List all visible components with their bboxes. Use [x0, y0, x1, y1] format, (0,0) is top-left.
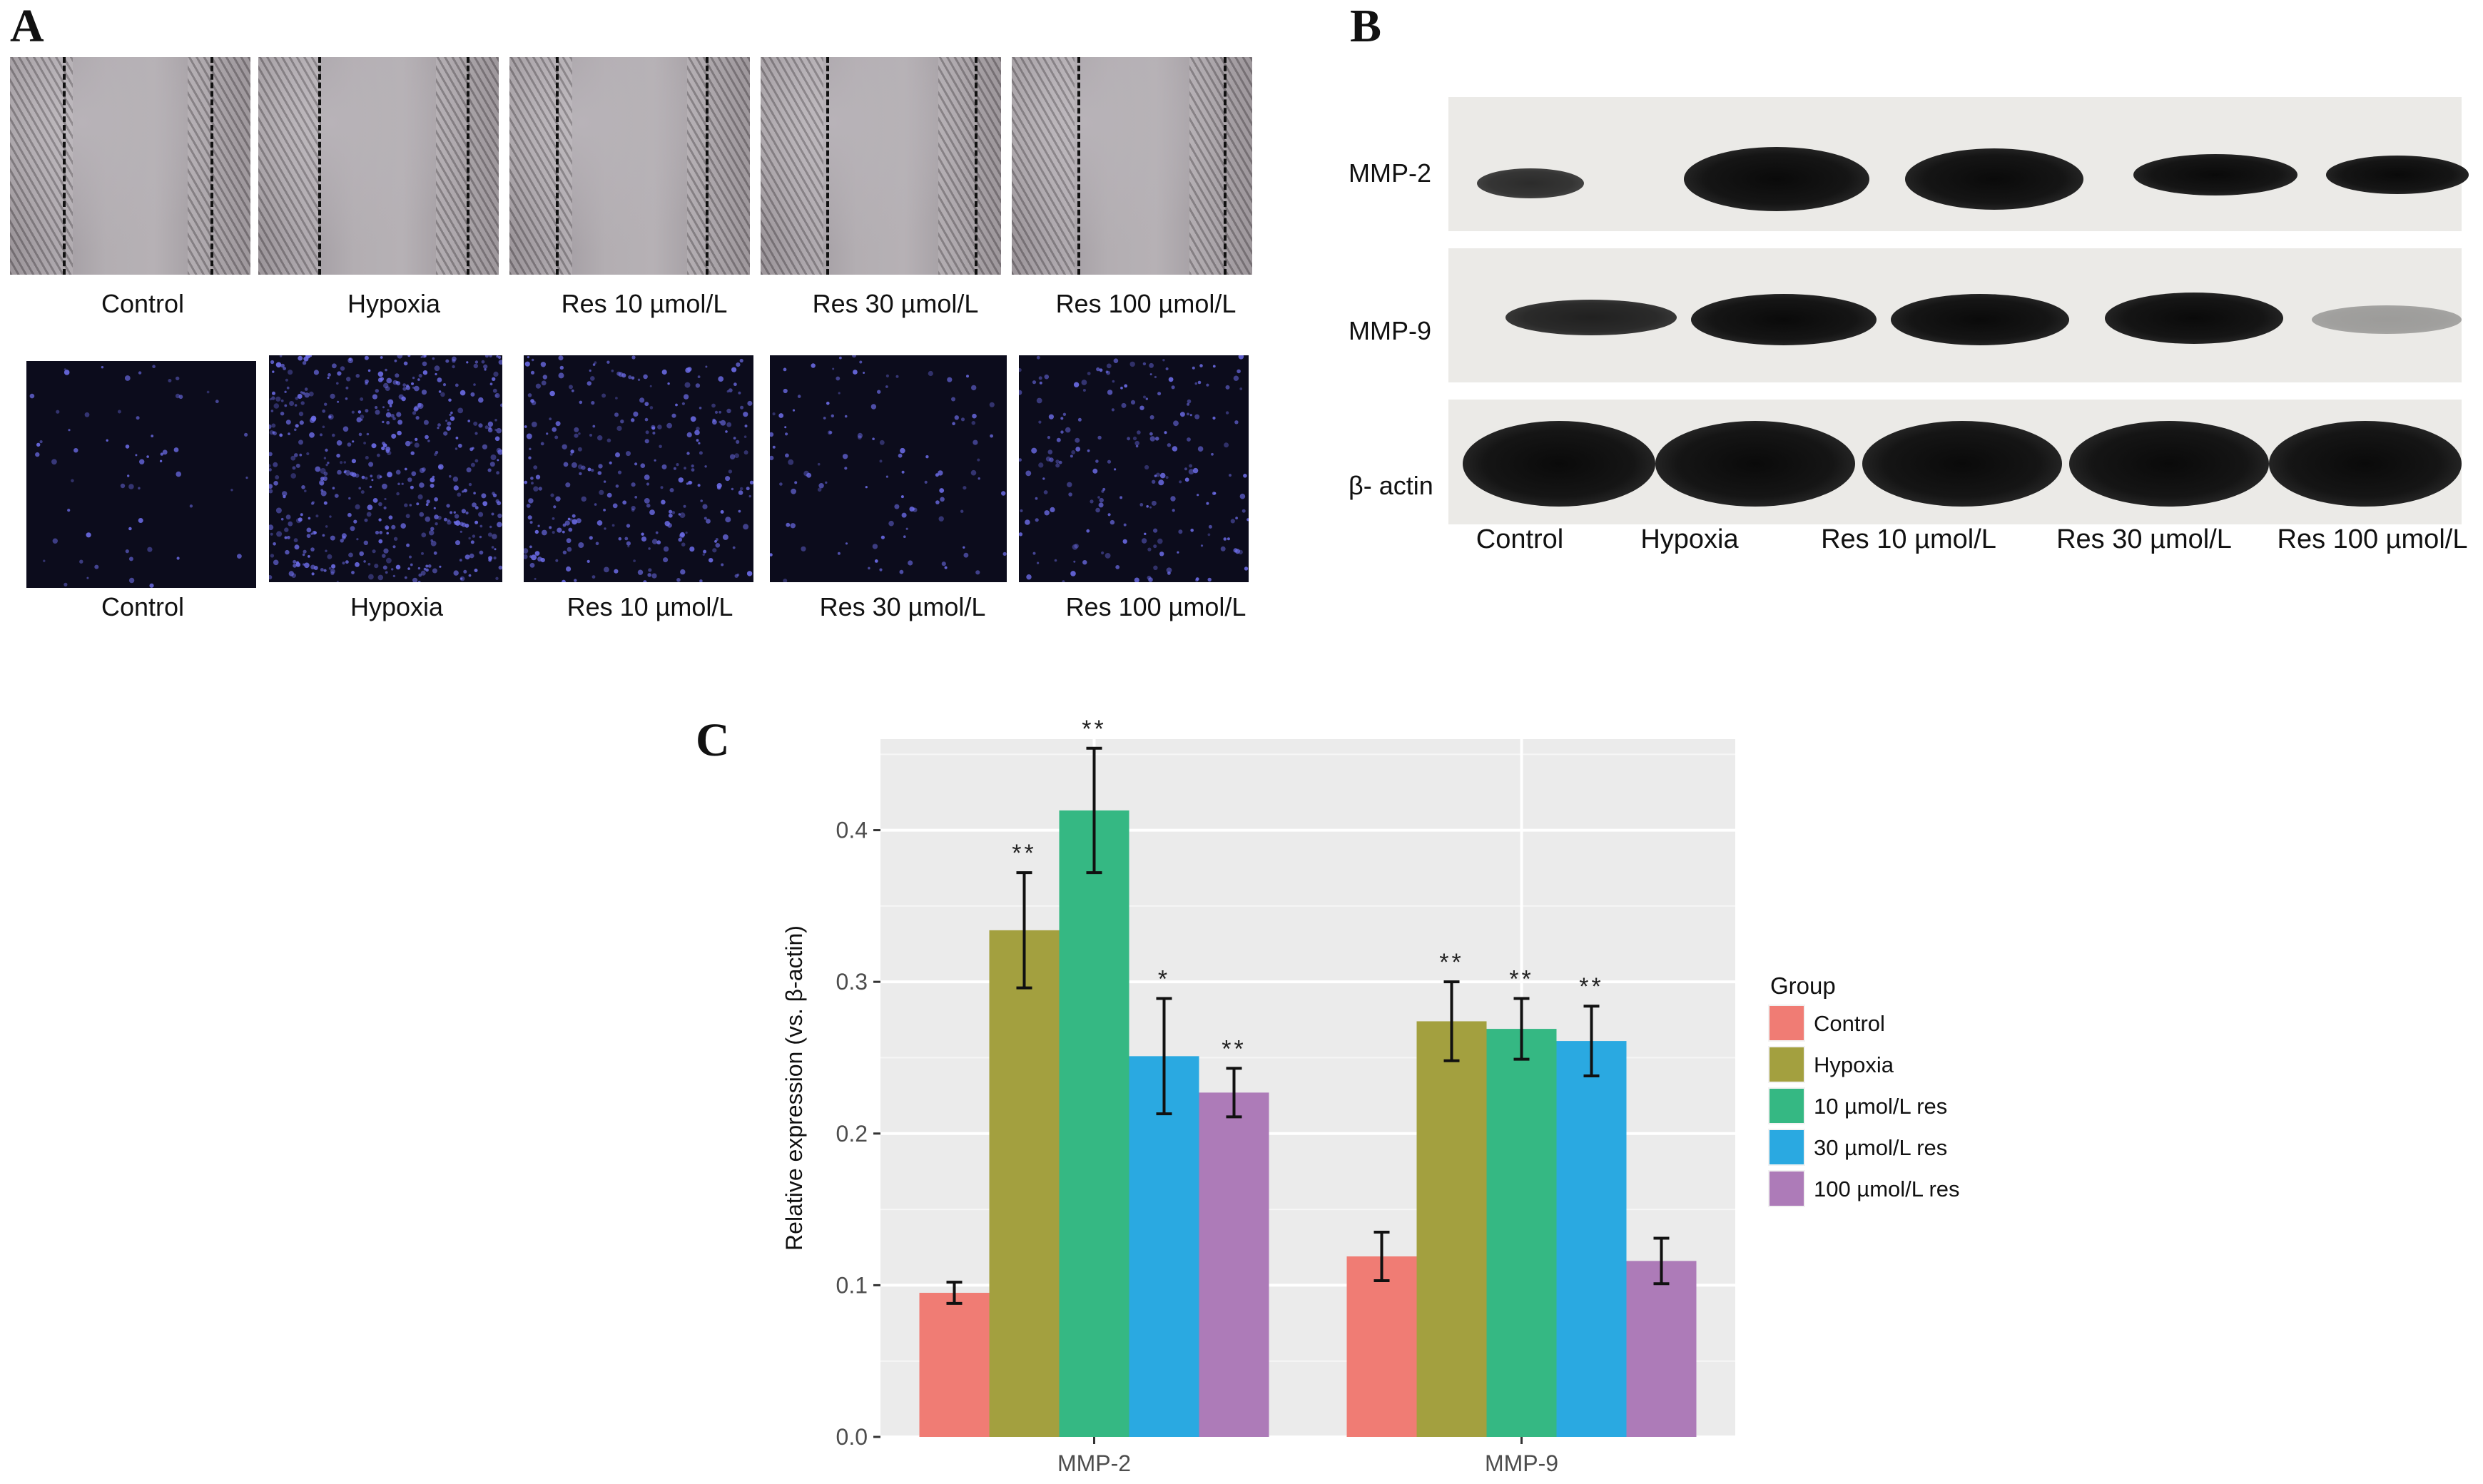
- y-tick-label: 0.4: [836, 818, 868, 843]
- y-tick-label: 0.0: [836, 1424, 868, 1450]
- blot-lane-label-res10: Res 10 µmol/L: [1821, 524, 1996, 554]
- legend-label: Control: [1814, 1011, 1885, 1036]
- fluorescence-image-res100: [1019, 355, 1249, 582]
- blot-strip-mmp2: [1448, 97, 2469, 231]
- fluorescence-image-res30: [770, 355, 1007, 582]
- bar: [1486, 1029, 1557, 1437]
- blot-lane-label-control: Control: [1476, 524, 1564, 554]
- blot-row-label-beta-actin: β- actin: [1349, 471, 1433, 500]
- band-mmp2-control: [1477, 168, 1584, 198]
- bar: [1199, 1092, 1269, 1437]
- panel-c-letter: C: [696, 714, 730, 766]
- significance-label: **: [1579, 973, 1603, 1000]
- y-tick-label: 0.3: [836, 969, 868, 995]
- scratch-label-res10: Res 10 µmol/L: [561, 289, 728, 318]
- legend-label: Hypoxia: [1814, 1052, 1894, 1077]
- legend-swatch: [1769, 1172, 1804, 1206]
- fluorescence-image-control: [26, 361, 256, 588]
- band-mmp9-control: [1505, 300, 1677, 335]
- significance-label: **: [1082, 716, 1106, 743]
- blot-row-label-mmp9: MMP-9: [1349, 316, 1431, 345]
- panel-b-letter: B: [1350, 0, 1382, 52]
- scratch-label-control: Control: [101, 289, 185, 318]
- significance-label: **: [1012, 840, 1036, 867]
- scratch-image-res100: [1012, 57, 1252, 275]
- y-tick-label: 0.2: [836, 1121, 868, 1147]
- band-mmp2-res100: [2326, 156, 2469, 194]
- significance-label: **: [1509, 966, 1533, 993]
- significance-label: **: [1439, 949, 1463, 976]
- band-mmp9-res30: [2105, 293, 2283, 344]
- y-axis-label: Relative expression (vs. β-actin): [781, 925, 807, 1251]
- legend-swatch: [1769, 1047, 1804, 1082]
- scratch-image-hypoxia: [258, 57, 499, 275]
- y-tick-label: 0.1: [836, 1272, 868, 1298]
- bar: [1556, 1041, 1627, 1437]
- band-actin-hypoxia: [1655, 421, 1855, 507]
- band-mmp9-res10: [1891, 294, 2069, 345]
- scratch-label-res30: Res 30 µmol/L: [812, 289, 979, 318]
- significance-label: **: [1222, 1035, 1246, 1062]
- panel-a-letter: A: [10, 0, 44, 52]
- bar: [1626, 1261, 1697, 1437]
- fluorescence-label-hypoxia: Hypoxia: [350, 592, 444, 621]
- fluorescence-label-res30: Res 30 µmol/L: [819, 592, 986, 621]
- fluorescence-image-hypoxia: [269, 355, 502, 582]
- scratch-image-control: [10, 57, 250, 275]
- blot-lane-label-res30: Res 30 µmol/L: [2056, 524, 2232, 554]
- bar: [1346, 1256, 1417, 1437]
- band-actin-res10: [1862, 421, 2062, 507]
- bar: [919, 1293, 990, 1437]
- bar: [1129, 1056, 1199, 1437]
- scratch-label-res100: Res 100 µmol/L: [1055, 289, 1237, 318]
- band-mmp9-hypoxia: [1691, 294, 1877, 345]
- scratch-image-res10: [509, 57, 750, 275]
- legend-label: 30 µmol/L res: [1814, 1135, 1947, 1160]
- blot-lane-label-res100: Res 100 µmol/L: [2277, 524, 2468, 554]
- legend-title: Group: [1770, 972, 1836, 999]
- significance-label: *: [1158, 966, 1170, 993]
- fluorescence-label-res100: Res 100 µmol/L: [1065, 592, 1246, 621]
- band-mmp2-hypoxia: [1684, 147, 1869, 211]
- band-actin-res100: [2269, 421, 2462, 507]
- band-actin-control: [1463, 421, 1655, 507]
- legend-swatch: [1769, 1130, 1804, 1164]
- fluorescence-image-res10: [524, 355, 753, 582]
- x-tick-label: MMP-9: [1485, 1450, 1558, 1476]
- legend-swatch: [1769, 1006, 1804, 1040]
- legend-swatch: [1769, 1089, 1804, 1123]
- band-mmp9-res100: [2312, 305, 2462, 334]
- band-actin-res30: [2069, 421, 2269, 507]
- fluorescence-label-res10: Res 10 µmol/L: [567, 592, 733, 621]
- scratch-image-res30: [761, 57, 1001, 275]
- bar: [989, 930, 1060, 1437]
- blot-lane-label-hypoxia: Hypoxia: [1640, 524, 1739, 554]
- legend-label: 100 µmol/L res: [1814, 1176, 1960, 1201]
- legend-label: 10 µmol/L res: [1814, 1094, 1947, 1119]
- x-tick-label: MMP-2: [1057, 1450, 1131, 1476]
- blot-strip-beta-actin: [1448, 400, 2462, 524]
- band-mmp2-res10: [1905, 148, 2083, 210]
- blot-strip-mmp9: [1448, 248, 2462, 382]
- bar: [1059, 810, 1129, 1437]
- band-mmp2-res30: [2133, 154, 2297, 195]
- bar: [1416, 1021, 1487, 1437]
- scratch-label-hypoxia: Hypoxia: [347, 289, 441, 318]
- fluorescence-label-control: Control: [101, 592, 185, 621]
- blot-row-label-mmp2: MMP-2: [1349, 158, 1431, 188]
